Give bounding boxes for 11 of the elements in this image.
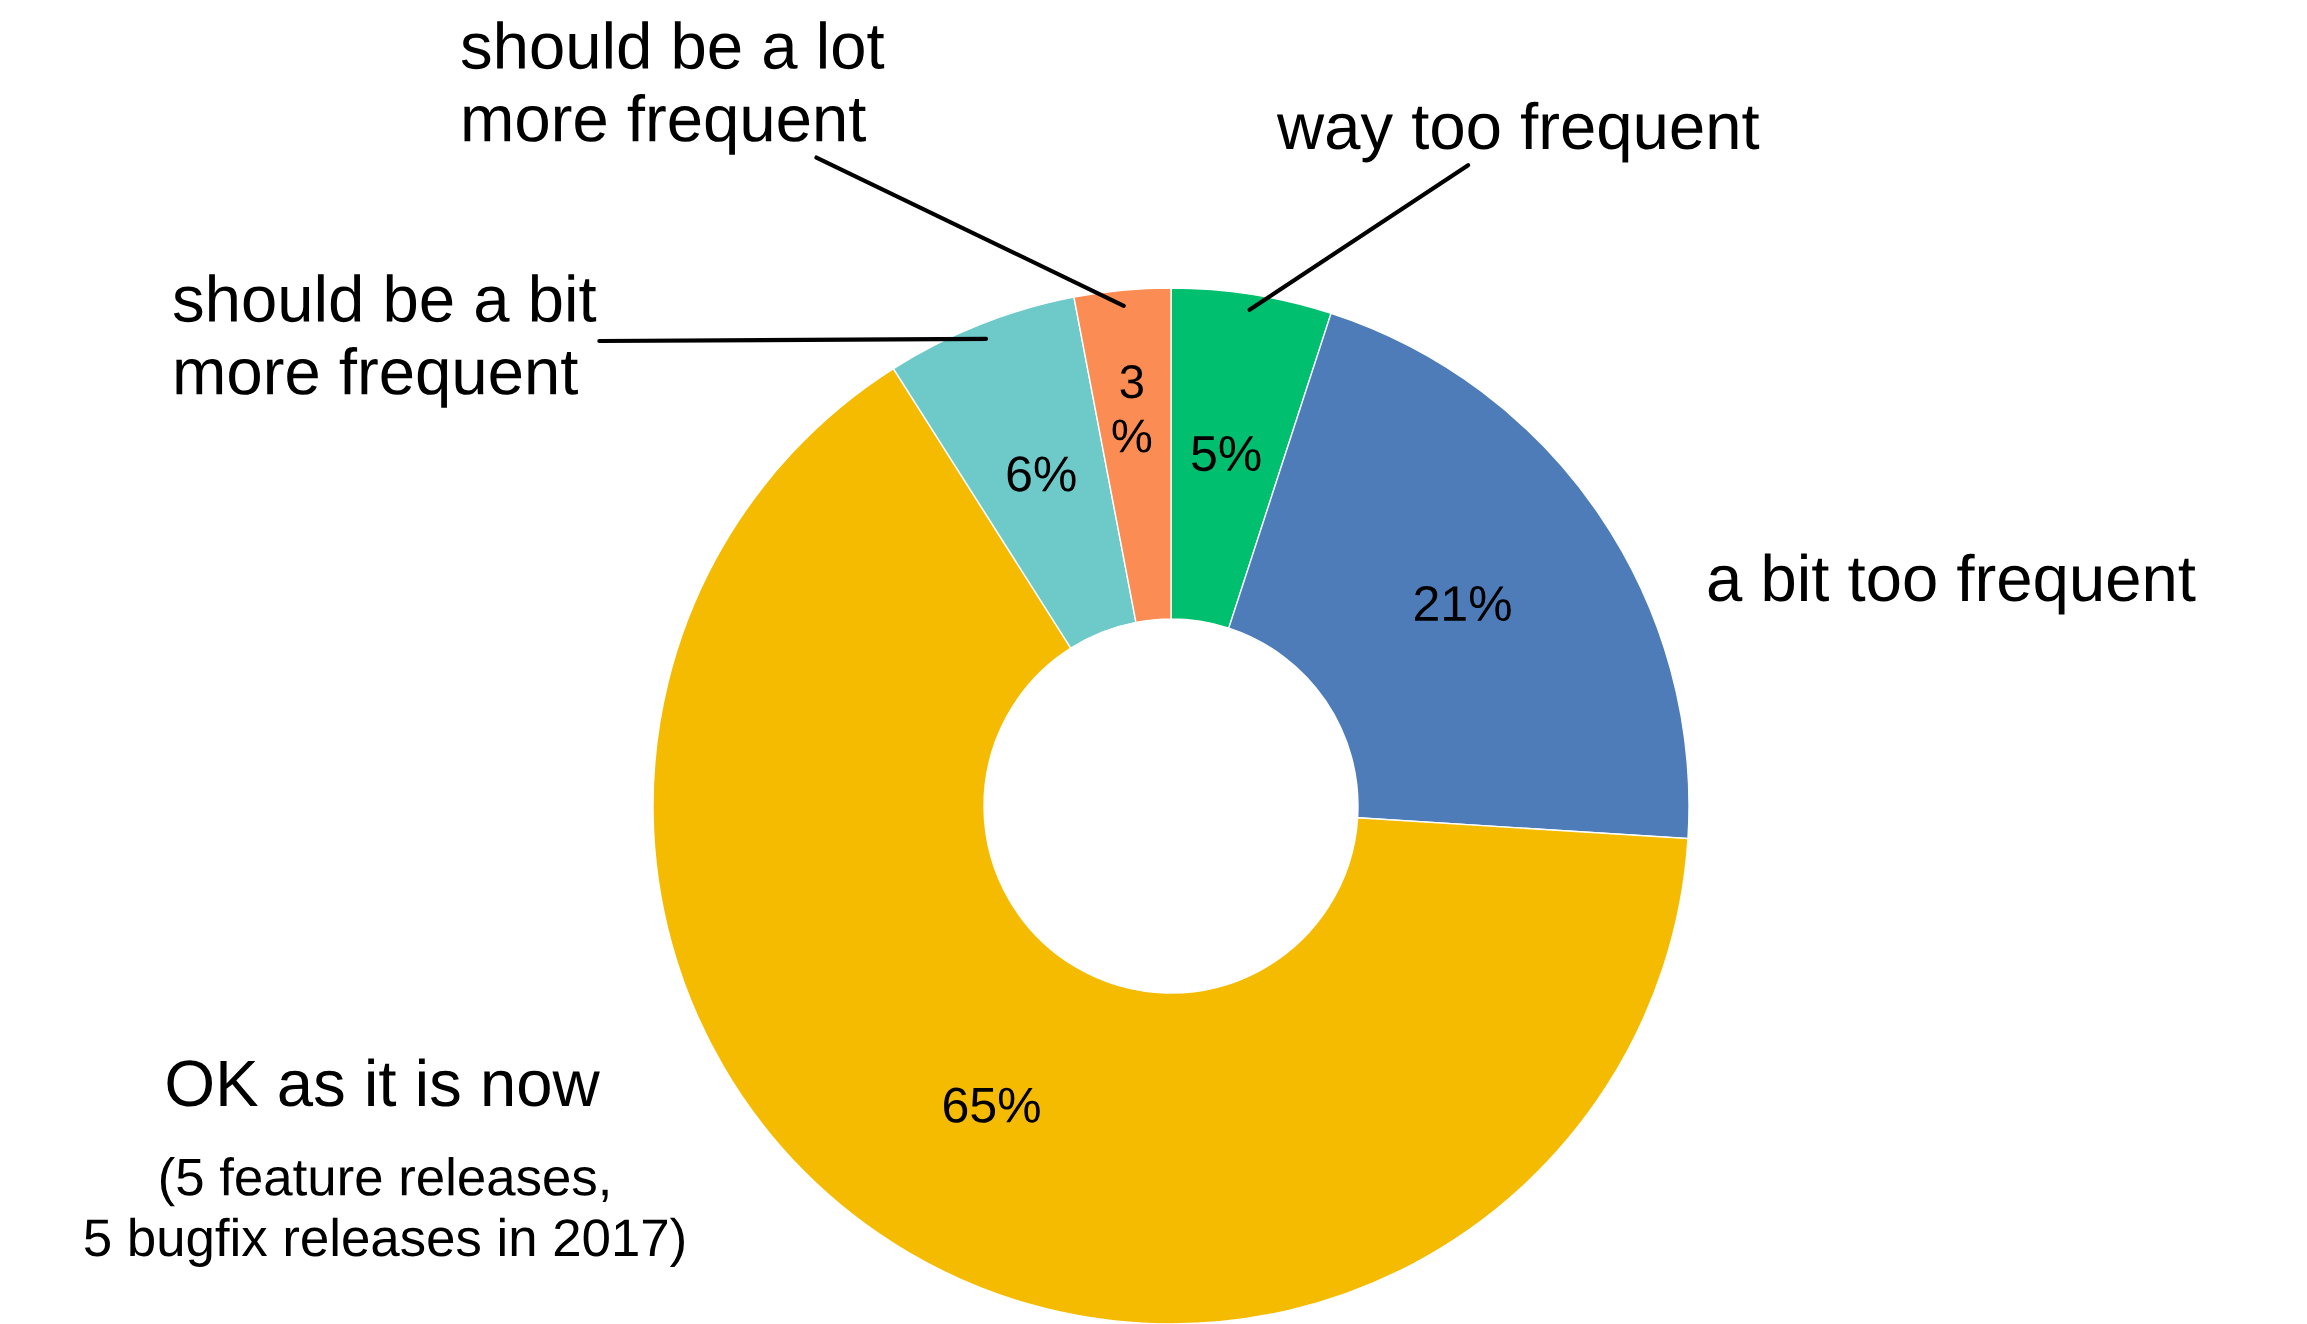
data-label: 3 %	[1112, 365, 1152, 453]
slice-label: should be a bit more frequent	[173, 274, 597, 408]
data-label: 6%	[1007, 456, 1076, 492]
slice-label: should be a lot more frequent	[461, 21, 885, 155]
slice-label: OK as it is now	[167, 1058, 600, 1107]
data-label: 5%	[1192, 436, 1261, 472]
slice-label: way too frequent	[1276, 101, 1760, 163]
data-label: 65%	[944, 1087, 1040, 1123]
data-label: 21%	[1415, 585, 1511, 622]
slice-label: a bit too frequent	[1708, 553, 2196, 615]
text: (5 feature releases, 5 bugfix releases in 2017)	[84, 1157, 684, 1267]
